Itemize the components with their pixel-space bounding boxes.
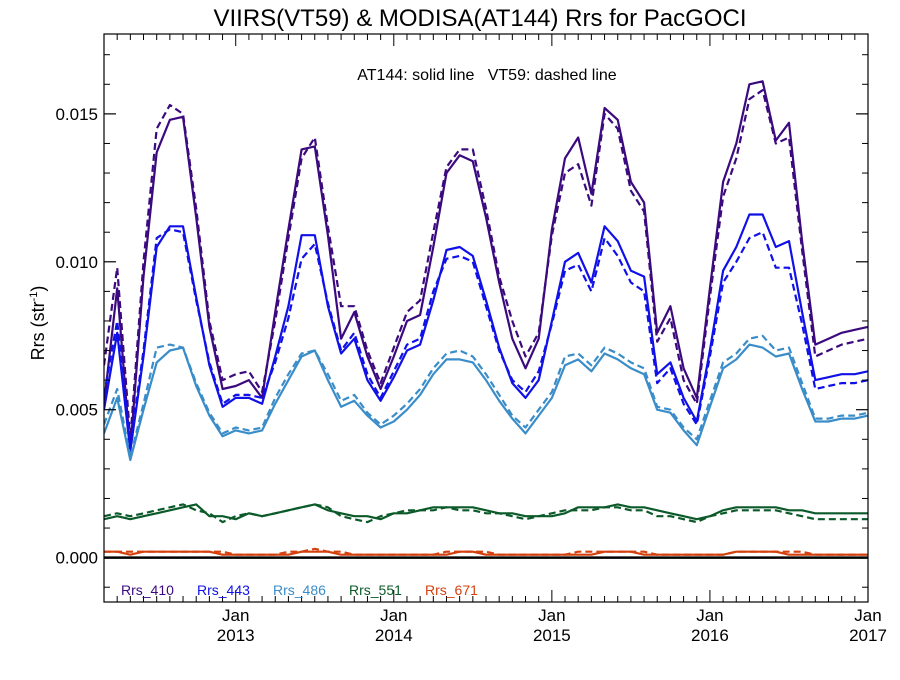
y-axis-label-main: Rrs (str — [28, 301, 48, 360]
series-line-rrs-410-solid — [104, 80, 868, 453]
series-line-rrs-443-solid — [104, 213, 868, 453]
y-axis-label-sup: -1 — [28, 292, 40, 302]
y-axis-label-close: ) — [28, 286, 48, 292]
x-tick-label-year: 2015 — [533, 626, 571, 645]
y-tick-label: 0.015 — [55, 105, 98, 124]
x-tick-label-year: 2013 — [217, 626, 255, 645]
x-tick-label-month: Jan — [538, 606, 565, 625]
x-tick-label-year: 2016 — [691, 626, 729, 645]
x-tick-label-month: Jan — [222, 606, 249, 625]
legend-entry-rrs-551: Rrs_551 — [349, 582, 402, 598]
series-line-rrs-551-dashed — [104, 503, 868, 524]
legend-entry-rrs-410: Rrs_410 — [121, 582, 174, 598]
series-line-rrs-486-solid — [104, 343, 868, 462]
series-line-rrs-443-dashed — [104, 228, 868, 447]
x-tick-label-year: 2014 — [375, 626, 413, 645]
chart-annotation: AT144: solid line VT59: dashed line — [357, 67, 617, 84]
y-axis-label: Rrs (str-1) — [28, 286, 48, 361]
series-line-rrs-671-dashed — [104, 547, 868, 556]
x-tick-label-month: Jan — [854, 606, 881, 625]
series-lines — [104, 80, 868, 556]
legend-entry-rrs-671: Rrs_671 — [425, 582, 478, 598]
y-tick-label: 0.005 — [55, 401, 98, 420]
x-tick-label-year: 2017 — [849, 626, 887, 645]
y-tick-label: 0.000 — [55, 549, 98, 568]
series-line-rrs-410-dashed — [104, 89, 868, 441]
x-tick-label-month: Jan — [380, 606, 407, 625]
x-tick-label-month: Jan — [696, 606, 723, 625]
series-line-rrs-551-solid — [104, 503, 868, 521]
chart-title: VIIRS(VT59) & MODISA(AT144) Rrs for PacG… — [214, 5, 747, 32]
plot-layer: 0.0000.0050.0100.015Jan2013Jan2014Jan201… — [55, 33, 887, 645]
y-tick-label: 0.010 — [55, 253, 98, 272]
legend-entry-rrs-443: Rrs_443 — [197, 582, 250, 598]
series-line-rrs-486-dashed — [104, 334, 868, 459]
legend-entry-rrs-486: Rrs_486 — [273, 582, 326, 598]
